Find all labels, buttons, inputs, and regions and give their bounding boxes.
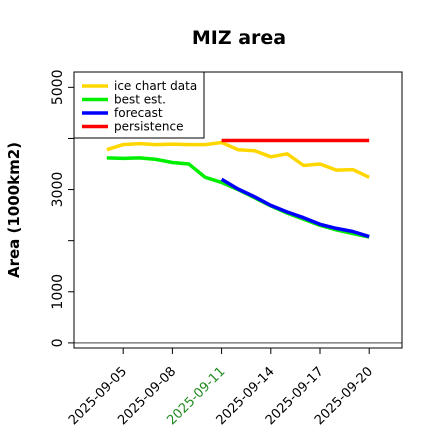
- y-tick-label: 0: [50, 338, 66, 347]
- legend-box: [73, 71, 205, 139]
- legend-label: best est.: [114, 93, 166, 107]
- legend-label: ice chart data: [114, 79, 197, 93]
- series-line-forecast: [220, 177, 370, 239]
- plot-frame: [73, 71, 403, 349]
- y-tick-label: 3000: [50, 172, 66, 208]
- legend-label: forecast: [114, 106, 163, 120]
- legend-label: persistence: [114, 120, 183, 134]
- series-line-ice-chart-data: [106, 140, 370, 179]
- y-tick-label: 1000: [50, 274, 66, 310]
- y-axis-label: Area (1000km2): [5, 142, 23, 278]
- chart-title: MIZ area: [192, 27, 286, 49]
- y-tick-label: 5000: [50, 70, 66, 106]
- plot-area: [74, 138, 402, 344]
